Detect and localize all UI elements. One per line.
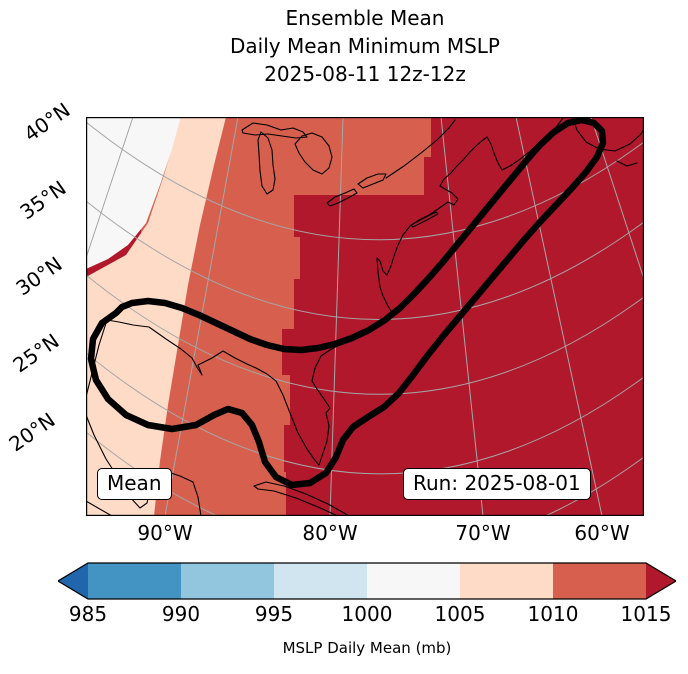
title-line-1: Ensemble Mean <box>285 6 445 30</box>
colorbar-svg <box>56 562 678 600</box>
lat-tick-20n: 20°N <box>4 407 60 457</box>
colorbar-segment-990-995 <box>181 563 274 599</box>
colorbar-segment-995-1000 <box>274 563 367 599</box>
lat-tick-35n: 35°N <box>15 175 71 225</box>
island-long-island <box>410 211 439 228</box>
colorbar-caption: MSLP Daily Mean (mb) <box>282 639 452 657</box>
cbar-tick-990: 990 <box>161 602 201 626</box>
lake-superior <box>241 122 308 139</box>
colorbar-over-arrow <box>646 563 676 599</box>
cbar-tick-995: 995 <box>254 602 294 626</box>
colorbar-segment-1000-1005 <box>367 563 460 599</box>
region-1000-1005 <box>86 117 181 269</box>
colorbar-under-arrow <box>58 563 88 599</box>
region-1005-1010 <box>86 117 226 516</box>
meridian-80w <box>329 116 344 517</box>
map <box>85 116 645 555</box>
lon-tick-90w: 90°W <box>137 521 193 545</box>
island-top-right <box>616 160 638 167</box>
cbar-tick-1015: 1015 <box>620 602 672 626</box>
st-lawrence-river <box>385 119 456 179</box>
title-line-2: Daily Mean Minimum MSLP <box>229 34 500 58</box>
colorbar <box>56 562 678 600</box>
map-border <box>86 117 644 516</box>
cbar-tick-985: 985 <box>68 602 108 626</box>
cbar-tick-1010: 1010 <box>527 602 579 626</box>
chart-title: Ensemble Mean Daily Mean Minimum MSLP 20… <box>86 4 644 88</box>
ensemble-contour <box>87 116 607 489</box>
lon-tick-80w: 80°W <box>302 521 358 545</box>
meridian-100w <box>85 116 134 259</box>
lat-tick-25n: 25°N <box>8 328 64 378</box>
lake-michigan <box>257 131 276 195</box>
lake-huron <box>294 132 333 175</box>
colorbar-segment-985-990 <box>88 563 181 599</box>
run-box: Run: 2025-08-01 <box>403 468 591 500</box>
cbar-tick-1000: 1000 <box>341 602 393 626</box>
lake-erie <box>326 188 358 207</box>
coast-nova-scotia <box>571 116 645 152</box>
lat-tick-30n: 30°N <box>11 251 67 301</box>
parallel-25n <box>85 352 645 475</box>
title-line-3: 2025-08-11 12z-12z <box>264 62 466 86</box>
cbar-tick-1005: 1005 <box>434 602 486 626</box>
lon-tick-70w: 70°W <box>455 521 511 545</box>
lake-ontario <box>357 173 387 189</box>
parallel-35n <box>85 200 645 320</box>
meridian-60w <box>515 116 603 517</box>
colorbar-segment-1010-1015 <box>553 563 646 599</box>
mean-box: Mean <box>97 468 172 500</box>
lon-tick-60w: 60°W <box>574 521 630 545</box>
map-svg <box>85 116 645 555</box>
coast-chiapas <box>85 500 113 517</box>
lat-tick-40n: 40°N <box>19 97 75 147</box>
colorbar-segment-1005-1010 <box>460 563 553 599</box>
